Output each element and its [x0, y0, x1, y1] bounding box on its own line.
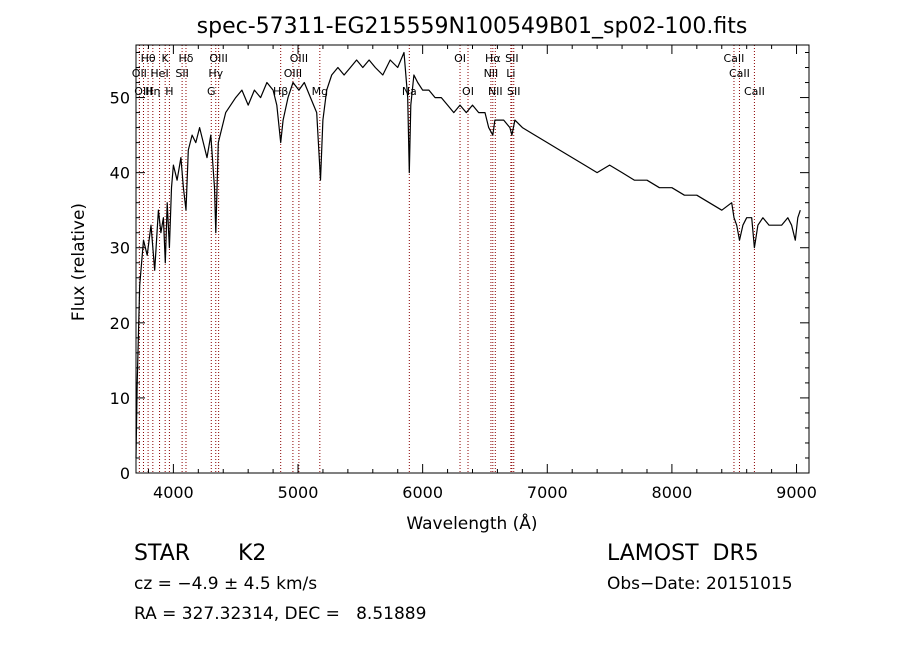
- line-marker-label-9: OIII: [209, 52, 227, 65]
- line-marker-label-12: OIII: [290, 52, 308, 65]
- x-tick-label: 8000: [652, 483, 693, 502]
- line-marker-label-10: Hγ: [208, 67, 223, 80]
- line-marker-label-25: CaII: [724, 52, 745, 65]
- x-tick-label: 5000: [278, 483, 319, 502]
- line-marker-label-23: Li: [506, 67, 515, 80]
- line-marker-label-18: OI: [462, 85, 474, 98]
- chart-title: spec-57311-EG215559N100549B01_sp02-100.f…: [197, 14, 748, 39]
- line-marker-label-15: Mg: [312, 85, 328, 98]
- x-tick-label: 6000: [402, 483, 443, 502]
- line-marker-label-4: HeI: [150, 67, 168, 80]
- y-tick-label: 50: [110, 89, 130, 108]
- line-marker-label-20: NII: [484, 67, 499, 80]
- x-tick-label: 9000: [776, 483, 817, 502]
- line-marker-label-0: Hθ: [141, 52, 156, 65]
- y-tick-label: 0: [120, 464, 130, 483]
- line-marker-label-3: K: [162, 52, 170, 65]
- x-tick-label: 4000: [153, 483, 194, 502]
- x-axis-label: Wavelength (Å): [406, 512, 537, 534]
- line-marker-label-5: Hη: [145, 85, 160, 98]
- y-tick-label: 40: [110, 164, 130, 183]
- line-marker-label-11: G: [207, 85, 216, 98]
- y-axis-label: Flux (relative): [69, 203, 89, 321]
- line-marker-label-24: SII: [507, 85, 520, 98]
- line-marker-label-27: CaII: [744, 85, 765, 98]
- sky-coordinates: RA = 327.32314, DEC = 8.51889: [134, 604, 427, 624]
- x-axis: 4000 5000 6000 7000 8000 9000: [147, 45, 817, 502]
- line-marker-label-14: Hβ: [273, 85, 288, 98]
- line-marker-label-26: CaII: [729, 67, 750, 80]
- object-class: STAR: [134, 541, 191, 566]
- spectral-line-markers: [138, 45, 755, 473]
- spectrum-series-line: [135, 51, 801, 459]
- line-marker-label-6: Hδ: [178, 52, 193, 65]
- survey-release: LAMOST DR5: [607, 541, 759, 566]
- line-marker-label-17: OI: [454, 52, 466, 65]
- line-marker-label-19: Hα: [485, 52, 501, 65]
- x-tick-label: 7000: [527, 483, 568, 502]
- line-marker-label-7: SII: [175, 67, 188, 80]
- line-marker-label-16: Na: [402, 85, 417, 98]
- line-marker-label-8: H: [165, 85, 173, 98]
- redshift-velocity: cz = −4.9 ± 4.5 km/s: [134, 574, 318, 594]
- y-tick-label: 20: [110, 314, 130, 333]
- line-marker-label-21: NII: [488, 85, 503, 98]
- y-tick-label: 30: [110, 239, 130, 258]
- plot-frame: [135, 44, 810, 474]
- y-tick-label: 10: [110, 389, 130, 408]
- line-marker-label-13: OIII: [284, 67, 302, 80]
- y-axis: 0 10 20 30 40 50: [110, 52, 809, 483]
- line-marker-label-1: OII: [132, 67, 147, 80]
- line-marker-label-22: SII: [505, 52, 518, 65]
- object-subclass: K2: [238, 541, 267, 566]
- observation-date: Obs−Date: 20151015: [607, 574, 793, 594]
- line-marker-label-2: OIII: [134, 85, 152, 98]
